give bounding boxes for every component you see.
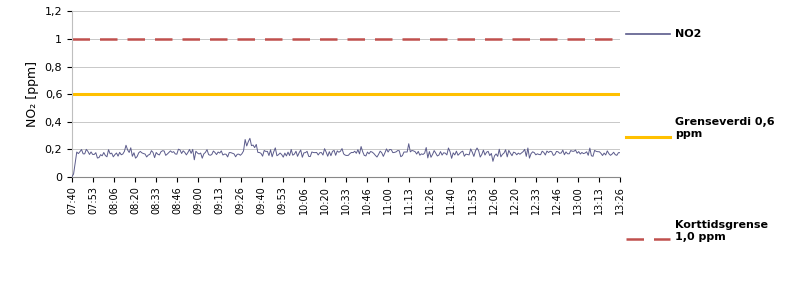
Text: Grenseverdi 0,6
ppm: Grenseverdi 0,6 ppm (675, 117, 775, 139)
Y-axis label: NO₂ [ppm]: NO₂ [ppm] (26, 61, 39, 127)
Text: NO2: NO2 (675, 29, 702, 39)
Text: Korttidsgrense
1,0 ppm: Korttidsgrense 1,0 ppm (675, 220, 768, 242)
